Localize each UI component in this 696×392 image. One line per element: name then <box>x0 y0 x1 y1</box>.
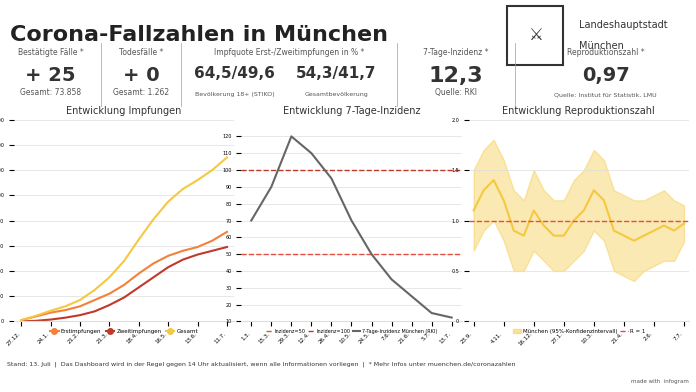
FancyBboxPatch shape <box>507 5 564 65</box>
Text: Impfquote Erst-/Zweitimpfungen in % *: Impfquote Erst-/Zweitimpfungen in % * <box>214 48 364 57</box>
Inzidenz=100 <box>267 168 276 172</box>
7-Tage-Inzidenz München (RKI) <box>388 277 396 282</box>
7-Tage-Inzidenz München (RKI) <box>267 185 276 189</box>
7-Tage-Inzidenz München (RKI) <box>367 252 376 256</box>
Text: made with  infogram: made with infogram <box>631 379 689 384</box>
7-Tage-Inzidenz München (RKI) <box>247 218 255 223</box>
Text: 7-Tage-Inzidenz *: 7-Tage-Inzidenz * <box>423 48 489 57</box>
7-Tage-Inzidenz München (RKI) <box>448 315 456 320</box>
Text: Todesfälle *: Todesfälle * <box>119 48 163 57</box>
Text: + 0: + 0 <box>122 66 159 85</box>
Text: Landeshauptstadt: Landeshauptstadt <box>579 20 667 30</box>
Inzidenz=50 <box>267 252 276 256</box>
Inzidenz=100 <box>247 168 255 172</box>
Text: Gesamt: 1.262: Gesamt: 1.262 <box>113 88 169 97</box>
Text: Reproduktionszahl *: Reproduktionszahl * <box>567 48 644 57</box>
7-Tage-Inzidenz München (RKI) <box>307 151 315 156</box>
Text: 54,3/41,7: 54,3/41,7 <box>296 66 377 81</box>
Text: 12,3: 12,3 <box>429 66 483 86</box>
Text: Quelle: RKI: Quelle: RKI <box>435 88 477 97</box>
Text: 0,97: 0,97 <box>582 66 629 85</box>
Text: Stand: 13. Juli  |  Das Dashboard wird in der Regel gegen 14 Uhr aktualisiert, w: Stand: 13. Juli | Das Dashboard wird in … <box>7 361 516 367</box>
Text: Gesamtbevölkerung: Gesamtbevölkerung <box>304 92 368 97</box>
Text: Bevölkerung 18+ (STIKO): Bevölkerung 18+ (STIKO) <box>195 92 275 97</box>
Text: Corona-Fallzahlen in München: Corona-Fallzahlen in München <box>10 25 388 45</box>
Title: Entwicklung 7-Tage-Inzidenz: Entwicklung 7-Tage-Inzidenz <box>283 106 420 116</box>
Text: Bestätigte Fälle *: Bestätigte Fälle * <box>17 48 84 57</box>
Title: Entwicklung Reproduktionszahl: Entwicklung Reproduktionszahl <box>503 106 655 116</box>
Text: Quelle: Institut für Statistik, LMU: Quelle: Institut für Statistik, LMU <box>554 92 657 97</box>
Text: 64,5/49,6: 64,5/49,6 <box>194 66 276 81</box>
Legend: Erstimpfungen, Zweitimpfungen, Gesamt: Erstimpfungen, Zweitimpfungen, Gesamt <box>48 327 200 336</box>
Inzidenz=50 <box>247 252 255 256</box>
7-Tage-Inzidenz München (RKI) <box>427 311 436 316</box>
Legend: München (95%-Konfidenzintervall), R = 1: München (95%-Konfidenzintervall), R = 1 <box>510 327 647 336</box>
Text: ⚔: ⚔ <box>529 26 544 44</box>
7-Tage-Inzidenz München (RKI) <box>347 218 356 223</box>
Line: 7-Tage-Inzidenz München (RKI): 7-Tage-Inzidenz München (RKI) <box>251 136 452 318</box>
Text: + 25: + 25 <box>25 66 76 85</box>
7-Tage-Inzidenz München (RKI) <box>327 176 335 181</box>
7-Tage-Inzidenz München (RKI) <box>287 134 296 139</box>
Text: München: München <box>579 41 624 51</box>
Legend: Inzidenz=50, Inzidenz=100, 7-Tage-Inzidenz München (RKI): Inzidenz=50, Inzidenz=100, 7-Tage-Inzide… <box>264 327 439 336</box>
Title: Entwicklung Impfungen: Entwicklung Impfungen <box>66 106 182 116</box>
Text: Gesamt: 73.858: Gesamt: 73.858 <box>20 88 81 97</box>
7-Tage-Inzidenz München (RKI) <box>407 294 416 299</box>
